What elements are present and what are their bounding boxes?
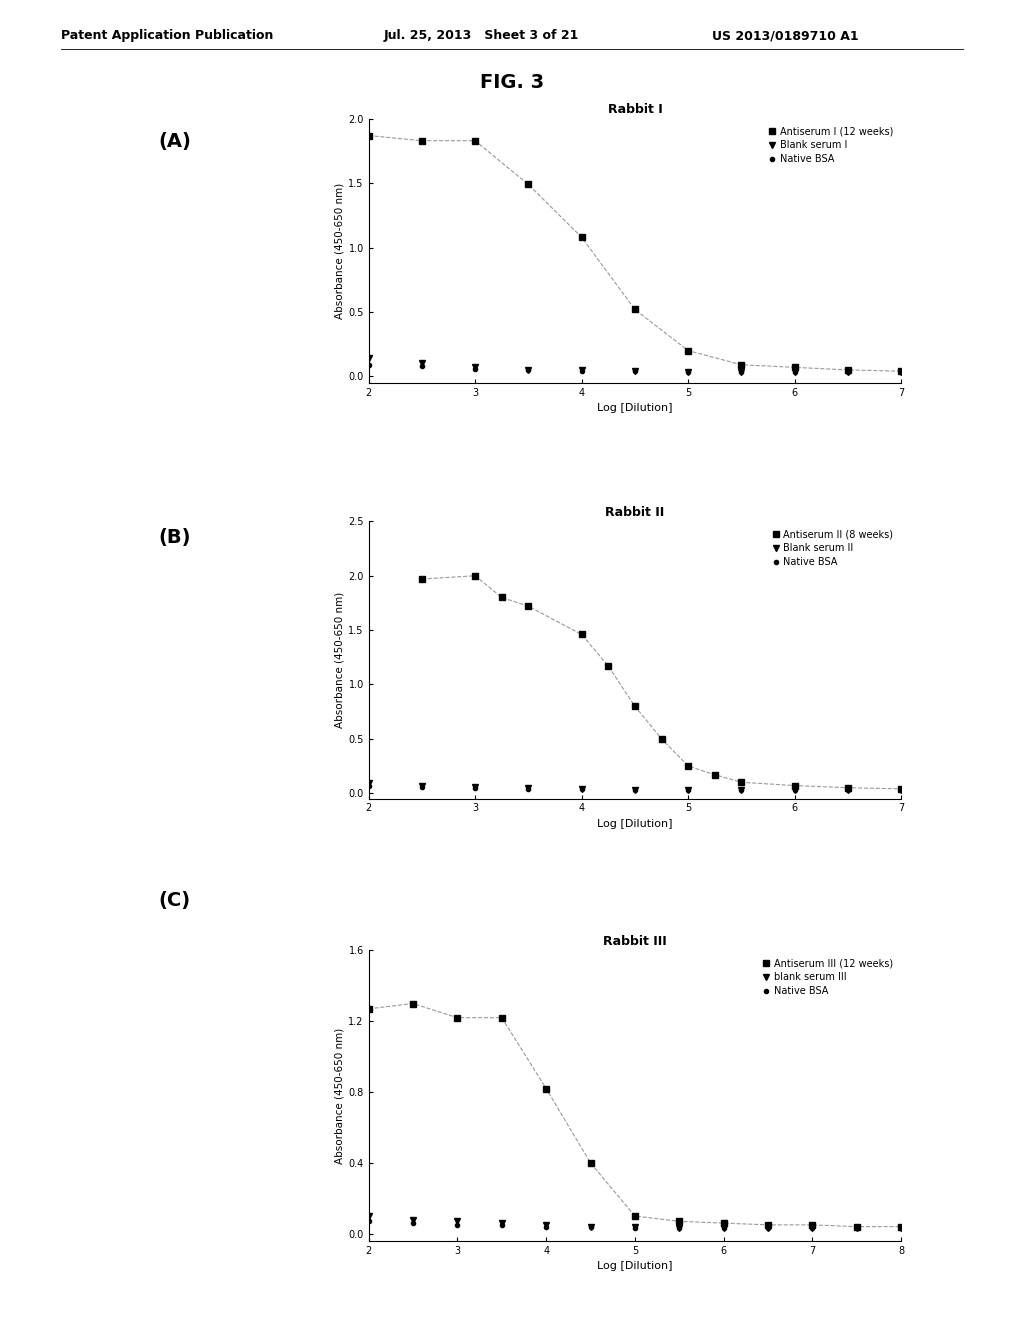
Text: (A): (A) [159,132,191,150]
Y-axis label: Absorbance (450-650 nm): Absorbance (450-650 nm) [334,591,344,729]
X-axis label: Log [Dilution]: Log [Dilution] [597,403,673,413]
Title: Rabbit II: Rabbit II [605,506,665,519]
Text: Patent Application Publication: Patent Application Publication [61,29,273,42]
X-axis label: Log [Dilution]: Log [Dilution] [597,1261,673,1271]
Legend: Antiserum III (12 weeks), blank serum III, Native BSA: Antiserum III (12 weeks), blank serum II… [760,956,896,999]
Legend: Antiserum I (12 weeks), Blank serum I, Native BSA: Antiserum I (12 weeks), Blank serum I, N… [765,124,896,168]
Text: FIG. 3: FIG. 3 [480,73,544,91]
Legend: Antiserum II (8 weeks), Blank serum II, Native BSA: Antiserum II (8 weeks), Blank serum II, … [769,527,896,570]
Y-axis label: Absorbance (450-650 nm): Absorbance (450-650 nm) [334,1027,344,1164]
Title: Rabbit I: Rabbit I [607,103,663,116]
Text: Jul. 25, 2013   Sheet 3 of 21: Jul. 25, 2013 Sheet 3 of 21 [384,29,580,42]
Text: US 2013/0189710 A1: US 2013/0189710 A1 [712,29,858,42]
Text: (C): (C) [159,891,190,909]
Text: (B): (B) [159,528,191,546]
X-axis label: Log [Dilution]: Log [Dilution] [597,818,673,829]
Title: Rabbit III: Rabbit III [603,935,667,948]
Y-axis label: Absorbance (450-650 nm): Absorbance (450-650 nm) [334,182,344,319]
